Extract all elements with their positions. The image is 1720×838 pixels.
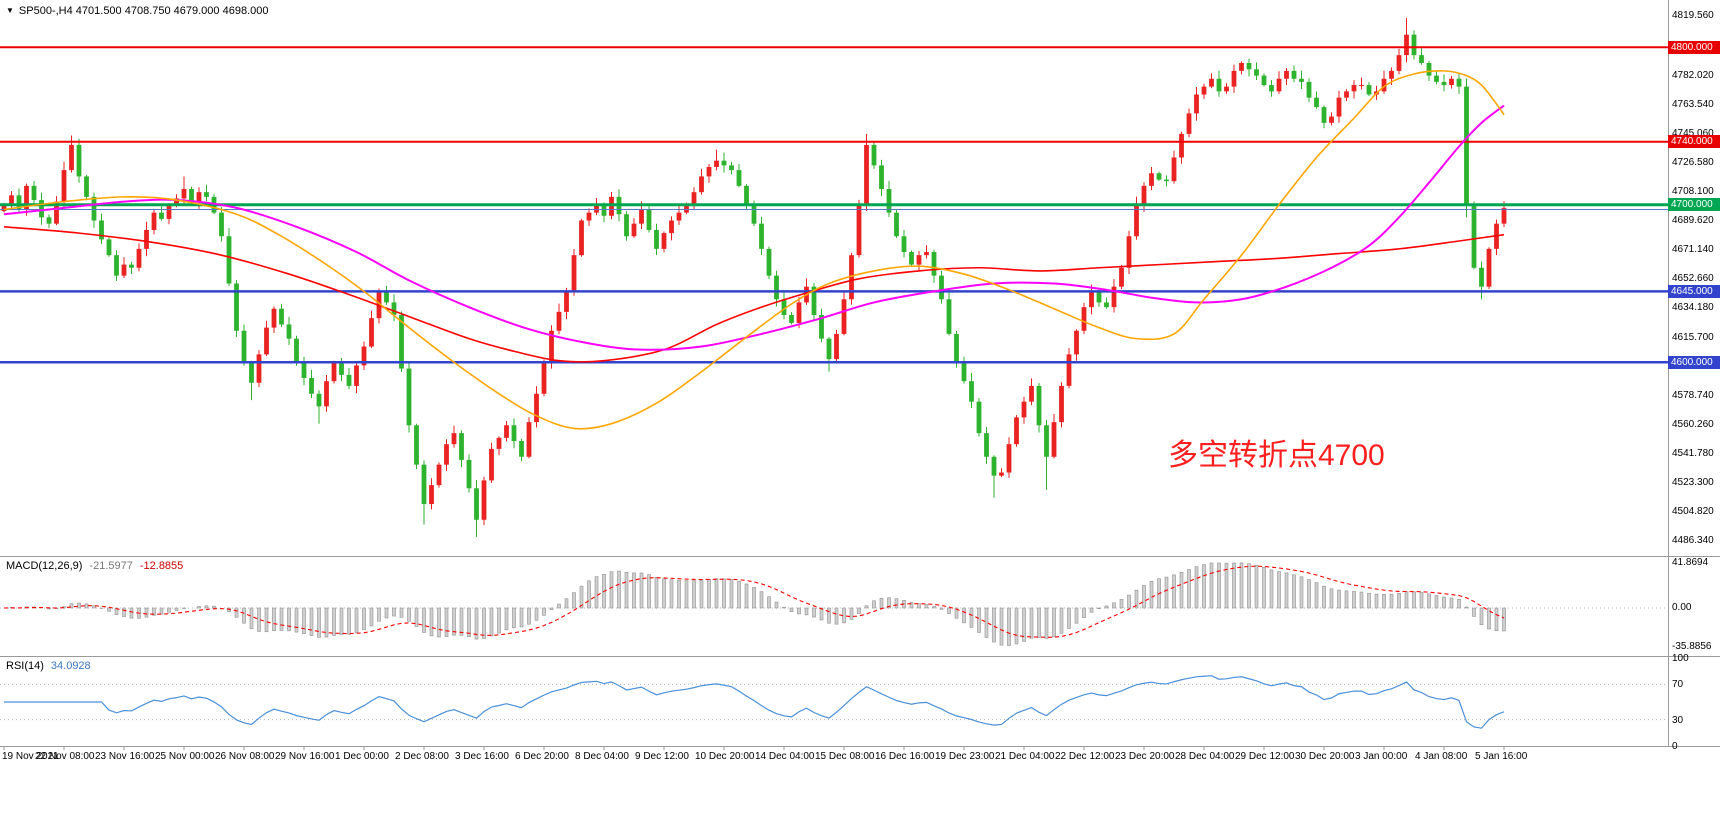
rsi-axis-label: 0 (1672, 741, 1678, 752)
price-tick-label: 4634.180 (1672, 302, 1714, 314)
time-axis-label: 5 Jan 16:00 (1475, 751, 1528, 762)
price-tick-label: 4782.020 (1672, 69, 1714, 81)
time-axis-label: 3 Dec 16:00 (455, 751, 509, 762)
price-tick-label: 4486.340 (1672, 535, 1714, 547)
time-axis-label: 6 Dec 20:00 (515, 751, 569, 762)
price-tick-label: 4763.540 (1672, 98, 1714, 110)
price-level-badge: 4800.000 (1668, 40, 1720, 54)
symbol-ohlc-text: SP500-,H4 4701.500 4708.750 4679.000 469… (18, 5, 269, 17)
down-triangle-icon: ▼ (6, 6, 14, 15)
macd-indicator-label: MACD(12,26,9) -21.5977 -12.8855 (6, 560, 183, 572)
horizontal-level-lines (0, 46, 1668, 364)
ma-mid-magenta (3, 104, 1505, 351)
time-axis-label: 22 Dec 12:00 (1055, 751, 1115, 762)
price-level-badge: 4645.000 (1668, 284, 1720, 298)
time-axis-label: 2 Dec 08:00 (395, 751, 449, 762)
time-axis-label: 9 Dec 12:00 (635, 751, 689, 762)
candlestick-series (1, 18, 1507, 538)
time-axis-label: 15 Dec 08:00 (815, 751, 875, 762)
time-axis[interactable]: 19 Nov 2021 22 Nov 08:00 23 Nov 16:00 25 No… (0, 751, 1720, 765)
macd-signal-value: -12.8855 (139, 560, 184, 572)
price-axis[interactable]: 4819.560 4782.020 4763.540 4745.060 4726.580… (1668, 0, 1720, 838)
rsi-name: RSI(14) (6, 660, 44, 672)
time-axis-label: 21 Dec 04:00 (995, 751, 1055, 762)
price-tick-label: 4541.780 (1672, 447, 1714, 459)
time-axis-label: 25 Nov 00:00 (155, 751, 215, 762)
time-axis-label: 19 Dec 23:00 (935, 751, 995, 762)
ma-fast-orange (3, 70, 1505, 430)
time-axis-label: 14 Dec 04:00 (755, 751, 815, 762)
rsi-indicator-label: RSI(14) 34.0928 (6, 660, 91, 672)
macd-axis-label: 0.00 (1672, 602, 1692, 613)
price-tick-label: 4689.620 (1672, 215, 1714, 227)
time-axis-label: 3 Jan 00:00 (1355, 751, 1408, 762)
macd-signal-line (3, 565, 1505, 638)
time-axis-label: 8 Dec 04:00 (575, 751, 629, 762)
macd-histogram (9, 562, 1506, 646)
price-tick-label: 4708.100 (1672, 186, 1714, 197)
time-axis-label: 28 Dec 04:00 (1175, 751, 1235, 762)
price-tick-label: 4504.820 (1672, 506, 1714, 518)
macd-axis-label: -35.8856 (1672, 640, 1712, 652)
time-axis-label: 16 Dec 16:00 (875, 751, 935, 762)
price-tick-label: 4652.660 (1672, 273, 1714, 285)
price-tick-label: 4578.740 (1672, 389, 1714, 401)
price-tick-label: 4671.140 (1672, 244, 1714, 256)
time-axis-label: 1 Dec 00:00 (335, 751, 389, 762)
rsi-axis-label: 70 (1672, 679, 1684, 691)
price-tick-label: 4523.300 (1672, 477, 1714, 489)
time-axis-label: 26 Nov 08:00 (215, 751, 275, 762)
price-tick-label: 4726.580 (1672, 156, 1714, 168)
price-tick-label: 4560.260 (1672, 418, 1714, 430)
time-axis-label: 19 Nov 2021 (2, 751, 59, 762)
macd-main-value: -21.5977 (89, 560, 133, 572)
time-axis-label: 4 Jan 08:00 (1415, 751, 1468, 762)
price-tick-label: 4615.700 (1672, 331, 1714, 343)
macd-name: MACD(12,26,9) (6, 560, 83, 572)
time-axis-label: 23 Dec 20:00 (1115, 751, 1175, 762)
price-tick-label: 4745.060 (1672, 127, 1714, 139)
rsi-line (4, 675, 1505, 729)
price-tick-label: 4819.560 (1672, 10, 1714, 22)
time-tick-marks (3, 746, 1505, 750)
macd-axis-label: 41.8694 (1672, 556, 1709, 568)
price-level-badge: 4740.000 (1668, 135, 1720, 149)
time-axis-label: 29 Nov 16:00 (275, 751, 335, 762)
time-axis-label: 10 Dec 20:00 (695, 751, 755, 762)
rsi-axis-label: 30 (1672, 714, 1684, 726)
time-axis-label: 29 Dec 12:00 (1235, 751, 1295, 762)
time-axis-label: 30 Dec 20:00 (1295, 751, 1355, 762)
rsi-axis-label: 100 (1672, 653, 1689, 664)
chart-annotation-text: 多空转折点4700 (1168, 439, 1385, 472)
price-level-badge: 4600.000 (1668, 355, 1720, 369)
price-level-badge: 4700.000 (1668, 198, 1720, 212)
rsi-value: 34.0928 (50, 660, 91, 672)
ma-slow-red (3, 226, 1505, 363)
symbol-info-bar: ▼ SP500-,H4 4701.500 4708.750 4679.000 4… (6, 5, 268, 17)
time-axis-label: 23 Nov 16:00 (95, 751, 155, 762)
time-axis-label: 22 Nov 08:00 (35, 751, 95, 762)
